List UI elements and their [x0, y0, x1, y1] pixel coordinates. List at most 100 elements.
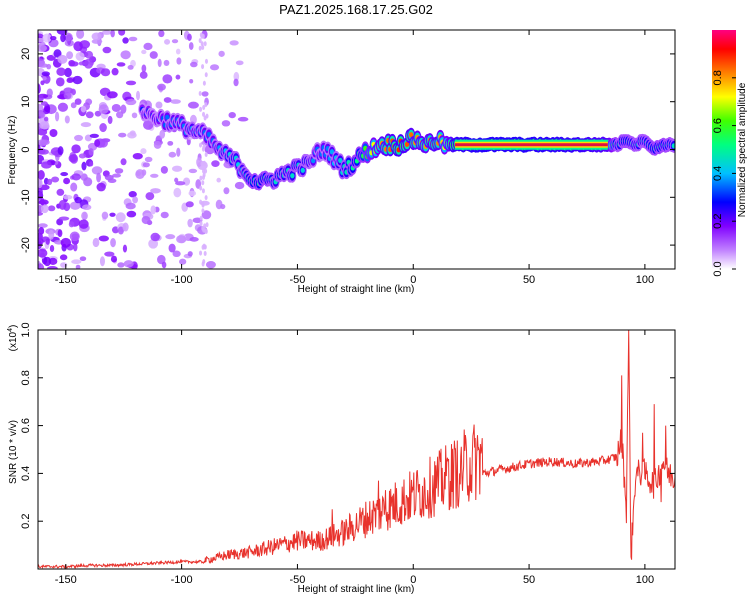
spectrogram-noise-blob	[60, 237, 72, 248]
spectrogram-noise-blob	[203, 244, 207, 250]
ridge-main-band	[454, 139, 608, 150]
spectrogram-noise-blob	[168, 151, 177, 158]
spectrogram-noise-blob	[38, 63, 49, 68]
spectrogram-noise-blob	[81, 211, 88, 220]
spectrogram-noise-blob	[115, 212, 126, 223]
spectrogram-noise-blob	[216, 177, 221, 183]
spectrogram-noise-blob	[201, 188, 205, 194]
spectrogram-noise-blob	[173, 187, 182, 198]
spectrogram-y-ticks: -20 -10 0 10 20	[20, 48, 675, 253]
spectrogram-noise-blob	[141, 215, 151, 225]
spectrogram-noise-blob	[70, 182, 78, 192]
spectrogram-noise-blob	[56, 188, 65, 196]
spectrogram-noise-blob	[84, 50, 94, 59]
spectrogram-noise-blob	[237, 116, 249, 122]
spectrogram-noise-blob	[89, 161, 94, 167]
spectrogram-noise-blob	[54, 111, 60, 122]
spectrogram-noise-blob	[204, 152, 208, 158]
spectrogram-noise-blob	[202, 259, 206, 265]
spectrogram-noise-blob	[125, 80, 137, 86]
spectrogram-noise-blob	[158, 30, 165, 38]
spectrogram-noise-blob	[187, 33, 192, 41]
y-tick-label: -20	[20, 237, 32, 253]
spectrogram-noise-blob	[125, 98, 137, 106]
spectrogram-noise-blob	[98, 235, 109, 242]
ridge-core	[338, 157, 343, 164]
spectrogram-noise-blob	[46, 63, 52, 70]
spectrogram-noise-blob	[73, 242, 78, 252]
spectrogram-noise-blob	[218, 50, 225, 57]
spectrogram-noise-blob	[171, 39, 179, 44]
spectrogram-noise-blob	[150, 205, 157, 215]
x-tick-label: -100	[171, 274, 193, 286]
spectrogram-noise-blob	[122, 37, 129, 44]
ridge-core	[165, 114, 170, 120]
ridge-core	[404, 141, 410, 147]
spectrogram-noise-blob	[55, 77, 65, 87]
spectrogram-noise-blob	[57, 102, 69, 112]
spectrogram-noise-blob	[188, 190, 197, 197]
spectrogram-noise-blob	[74, 98, 82, 105]
spectrogram-noise-blob	[128, 191, 137, 198]
spectrogram-noise-blob	[201, 175, 205, 181]
spectrogram-noise-blob	[153, 140, 162, 149]
spectrogram-noise-blob	[73, 41, 83, 52]
spectrogram-noise-blob	[57, 146, 64, 156]
colorbar-ticks: 0.0 0.2 0.4 0.6 0.8	[712, 70, 736, 277]
spectrogram-noise-blob	[40, 204, 49, 214]
spectrogram-noise-blob	[132, 152, 143, 160]
x-tick-label: 0	[410, 274, 416, 286]
spectrogram-noise-blob	[142, 162, 150, 168]
spectrogram-noise-blob	[101, 211, 109, 220]
spectrogram-noise-blob	[46, 266, 58, 269]
x-tick-label: -100	[171, 574, 193, 586]
spectrogram-noise-blob	[69, 231, 80, 242]
spectrogram-noise-blob	[160, 211, 169, 219]
spectrogram-noise-blob	[205, 113, 209, 119]
spectrogram-noise-blob	[205, 261, 216, 269]
spectrogram-noise-blob	[98, 138, 108, 148]
spectrogram-noise-blob	[44, 106, 51, 112]
x-tick-label: -150	[55, 274, 77, 286]
snr-y-ticks: 0.2 0.4 0.6 0.8 1.0	[20, 322, 675, 529]
spectrogram-noise-blob	[116, 111, 124, 119]
spectrogram-noise-blob	[149, 51, 158, 59]
spectrogram-noise-blob	[145, 192, 155, 201]
spectrogram-noise-blob	[185, 201, 194, 208]
figure-title: PAZ1.2025.168.17.25.G02	[279, 2, 433, 17]
colorbar-tick-label: 0.8	[712, 70, 724, 85]
spectrogram-noise-blob	[112, 173, 122, 178]
spectrogram-noise-blob	[71, 173, 82, 181]
spectrogram-noise-blob	[143, 42, 153, 51]
spectrogram-noise-blob	[78, 153, 87, 159]
spectrogram-noise-blob	[56, 30, 68, 35]
x-tick-label: 50	[523, 574, 535, 586]
spectrogram-noise-blob	[49, 244, 55, 252]
colorbar-tick-label: 0.4	[712, 166, 724, 181]
spectrogram-noise-blob	[88, 148, 94, 156]
spectrogram-noise-blob	[40, 198, 45, 206]
spectrogram-noise-blob	[171, 165, 183, 172]
spectrogram-noise-blob	[199, 175, 203, 181]
spectrogram-noise-blob	[41, 161, 52, 169]
spectrogram-noise-blob	[203, 228, 207, 234]
spectrogram-noise-blob	[170, 99, 181, 104]
spectrogram-noise-blob	[43, 256, 52, 267]
spectrogram-noise-blob	[62, 194, 73, 200]
spectrogram-noise-blob	[38, 94, 44, 102]
spectrogram-noise-blob	[69, 61, 79, 67]
spectrogram-noise-blob	[76, 30, 85, 39]
spectrogram-noise-blob	[38, 223, 48, 228]
spectrogram-noise-blob	[75, 51, 85, 61]
spectrogram-noise-blob	[122, 222, 129, 232]
spectrogram-noise-blob	[38, 33, 44, 39]
spectrogram-noise-blob	[126, 210, 137, 218]
spectrogram-noise-blob	[141, 49, 147, 55]
spectrogram-noise-blob	[205, 222, 209, 228]
spectrogram-noise-blob	[53, 49, 62, 58]
spectrogram-noise-blob	[48, 229, 55, 240]
spectrogram-noise-blob	[200, 161, 204, 167]
colorbar-ramp	[712, 30, 736, 269]
spectrogram-noise-blob	[199, 250, 203, 256]
spectrogram-noise-blob	[164, 39, 171, 45]
